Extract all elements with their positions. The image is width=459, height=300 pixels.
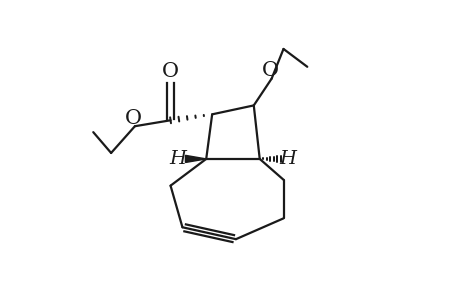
Text: H: H bbox=[279, 150, 296, 168]
Text: O: O bbox=[162, 62, 179, 81]
Text: O: O bbox=[125, 109, 141, 128]
Polygon shape bbox=[185, 155, 206, 163]
Text: O: O bbox=[261, 61, 278, 80]
Text: H: H bbox=[169, 150, 186, 168]
